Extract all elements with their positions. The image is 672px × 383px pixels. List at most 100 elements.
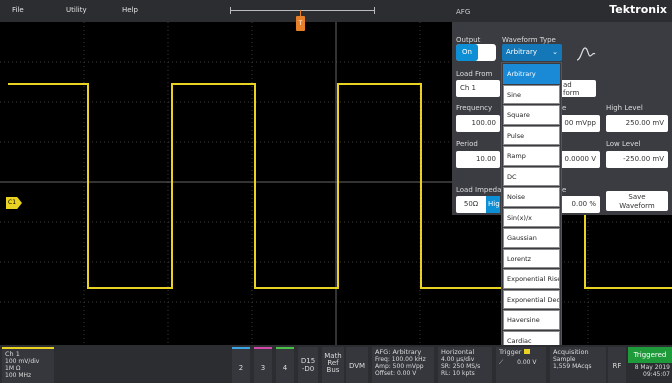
frequency-field[interactable]: 100.00 xyxy=(456,115,500,132)
waveform-option[interactable]: Haversine xyxy=(503,310,560,330)
afg-panel: AFG Tektronix Output On Waveform Type Ar… xyxy=(452,0,672,215)
waveform-option[interactable]: Square xyxy=(503,105,560,125)
waveform-option[interactable]: Sin(x)/x xyxy=(503,207,560,227)
ch1-title: Ch 1 xyxy=(5,350,20,358)
amplitude-field[interactable]: 00 mVpp xyxy=(560,115,600,132)
date: 8 May 2019 xyxy=(634,364,670,371)
waveform-option[interactable]: Pulse xyxy=(503,125,560,145)
ch1-bandwidth: 100 MHz xyxy=(5,372,32,379)
math-label: Math xyxy=(324,352,342,360)
waveform-option[interactable]: Exponential Deca xyxy=(503,289,560,309)
waveform-option[interactable]: Lorentz xyxy=(503,248,560,268)
high-level-field[interactable]: 250.00 mV xyxy=(606,115,668,132)
waveform-type-label: Waveform Type xyxy=(502,36,556,44)
trigger-source-swatch xyxy=(523,349,530,354)
waveform-option[interactable]: Gaussian xyxy=(503,228,560,248)
low-level-field[interactable]: -250.00 mV xyxy=(606,151,668,168)
menu-help[interactable]: Help xyxy=(122,6,138,14)
afg-badge-offset: Offset: 0.00 V xyxy=(375,370,417,377)
impedance-50-option[interactable]: 50Ω xyxy=(463,200,479,208)
ref-label: Ref xyxy=(327,359,339,367)
record-ruler xyxy=(230,7,375,14)
save-waveform-text-2: Waveform xyxy=(619,202,655,210)
channel3-button[interactable]: 3 xyxy=(254,347,272,383)
channel2-button[interactable]: 2 xyxy=(232,347,250,383)
waveform-option[interactable]: Noise xyxy=(503,187,560,207)
waveform-option[interactable]: Exponential Rise xyxy=(503,269,560,289)
tektronix-logo: Tektronix xyxy=(609,3,667,16)
output-on[interactable]: On xyxy=(456,44,478,61)
menu-file[interactable]: File xyxy=(12,6,24,14)
high-level-label: High Level xyxy=(606,104,643,112)
waveform-type-value: Arbitrary xyxy=(506,48,537,56)
output-toggle[interactable]: On xyxy=(456,44,496,61)
frequency-label: Frequency xyxy=(456,104,493,112)
status-bar: Ch 1 100 mV/div 1M Ω 100 MHz 2 3 4 D15 -… xyxy=(0,345,672,383)
time: 09:45:07 xyxy=(643,371,670,378)
waveform-option[interactable]: Sine xyxy=(503,84,560,104)
load-waveform-text-2: form xyxy=(563,89,580,97)
acquisition-count: 1,559 MAcqs xyxy=(553,363,592,370)
waveform-type-select[interactable]: Arbitrary ⌄ xyxy=(502,44,562,61)
afg-header: AFG Tektronix xyxy=(452,0,672,22)
save-waveform-button[interactable]: Save Waveform xyxy=(606,191,668,211)
dvm-button[interactable]: DVM xyxy=(346,347,368,383)
waveform-option[interactable]: Arbitrary xyxy=(503,64,560,84)
afg-badge[interactable]: AFG: Arbitrary Freq: 100.00 kHz Amp: 500… xyxy=(372,347,434,383)
ch1-impedance: 1M Ω xyxy=(5,365,21,372)
load-from-select[interactable]: Ch 1 xyxy=(456,80,500,97)
period-label: Period xyxy=(456,140,478,148)
afg-badge-freq: Freq: 100.00 kHz xyxy=(375,356,426,363)
channel4-button[interactable]: 4 xyxy=(276,347,294,383)
offset-field[interactable]: 0.0000 V xyxy=(560,151,600,168)
channel1-badge[interactable]: Ch 1 100 mV/div 1M Ω 100 MHz xyxy=(2,347,54,383)
symmetry-field[interactable]: 0.00 % xyxy=(560,196,600,213)
symmetry-label: e xyxy=(562,186,567,194)
date-time: 8 May 2019 09:45:07 xyxy=(630,364,672,378)
horizontal-record-length: RL: 10 kpts xyxy=(441,370,475,377)
waveform-preview-icon xyxy=(576,47,596,61)
ch1-scale: 100 mV/div xyxy=(5,358,40,365)
low-level-label: Low Level xyxy=(606,140,641,148)
rising-edge-icon: ⟋ xyxy=(499,359,504,366)
waveform-type-dropdown: Arbitrary Sine Square Pulse Ramp DC Noise Sin(x… xyxy=(501,62,562,351)
menu-bar: File Utility Help xyxy=(0,0,452,22)
trigger-title: Trigger xyxy=(499,348,522,356)
amplitude-label: e xyxy=(562,104,567,112)
trigger-position-line xyxy=(300,10,301,18)
load-waveform-button[interactable]: ad form xyxy=(560,80,596,97)
digital-channels-button[interactable]: D15 -D0 xyxy=(298,347,318,383)
afg-title: AFG xyxy=(456,8,471,16)
trigger-badge[interactable]: Trigger ⟋ 0.00 V xyxy=(496,347,546,383)
chevron-down-icon: ⌄ xyxy=(552,48,558,56)
acquisition-title: Acquisition xyxy=(553,348,589,356)
trigger-level: 0.00 V xyxy=(517,359,537,366)
horizontal-badge[interactable]: Horizontal 4.00 µs/div SR: 250 MS/s RL: … xyxy=(438,347,492,383)
impedance-high-option[interactable]: Hig xyxy=(486,196,500,213)
acquisition-mode: Sample xyxy=(553,356,576,363)
waveform-option[interactable]: DC xyxy=(503,166,560,186)
horizontal-scale: 4.00 µs/div xyxy=(441,356,475,363)
triggered-status-badge: Triggered xyxy=(628,347,672,363)
load-impedance-label: Load Impedan xyxy=(456,186,506,194)
d0-label: -D0 xyxy=(301,365,315,373)
waveform-option[interactable]: Ramp xyxy=(503,146,560,166)
load-from-label: Load From xyxy=(456,70,493,78)
afg-badge-title: AFG: Arbitrary xyxy=(375,348,422,356)
acquisition-badge[interactable]: Acquisition Sample 1,559 MAcqs xyxy=(550,347,606,383)
horizontal-title: Horizontal xyxy=(441,348,475,356)
math-ref-bus-button[interactable]: Math Ref Bus xyxy=(322,347,344,383)
channel1-marker[interactable]: C1 xyxy=(6,197,22,209)
horizontal-sample-rate: SR: 250 MS/s xyxy=(441,363,481,370)
load-waveform-text-1: ad xyxy=(563,81,572,89)
afg-badge-amp: Amp: 500 mVpp xyxy=(375,363,424,370)
period-field[interactable]: 10.00 xyxy=(456,151,500,168)
trigger-position-marker[interactable]: T xyxy=(296,16,305,31)
menu-utility[interactable]: Utility xyxy=(66,6,87,14)
bus-label: Bus xyxy=(326,366,340,374)
d15-label: D15 xyxy=(300,357,316,365)
rf-button[interactable]: RF xyxy=(608,347,626,383)
output-label: Output xyxy=(456,36,481,44)
save-waveform-text-1: Save xyxy=(628,193,646,201)
load-impedance-toggle[interactable]: 50Ω Hig xyxy=(456,196,500,213)
